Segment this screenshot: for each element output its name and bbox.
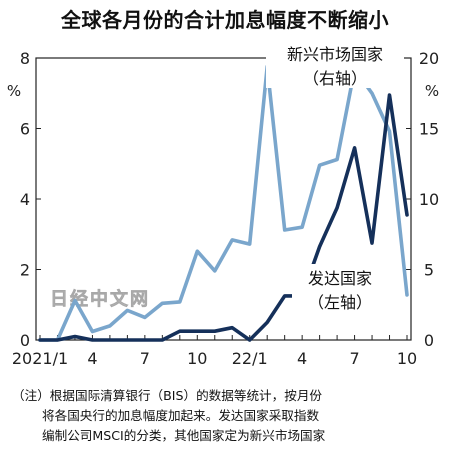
right-axis-unit: % [425, 82, 439, 100]
right-axis-tick-label: 20 [419, 49, 439, 68]
x-axis-tick-label: 2021/1 [12, 349, 68, 368]
series-label-bg-2 [292, 264, 388, 312]
x-axis-tick-label: 10 [397, 349, 417, 368]
watermark: 日经中文网 [50, 288, 150, 310]
right-axis-tick-label: 15 [419, 120, 439, 139]
note-line-3: 编制公司MSCI的分类，其他国家定为新兴市场国家 [42, 428, 326, 443]
right-axis-tick-label: 0 [424, 331, 434, 350]
right-axis-tick-label: 5 [424, 261, 434, 280]
left-axis-tick-label: 6 [20, 120, 30, 139]
series-name-2: 发达国家 [308, 269, 372, 288]
chart-title: 全球各月份的合计加息幅度不断缩小 [61, 8, 389, 32]
left-axis-tick-label: 4 [20, 190, 30, 209]
chart-note: （注）根据国际清算银行（BIS）的数据等统计，按月份 将各国央行的加息幅度加起来… [12, 386, 442, 446]
series-line-1 [38, 64, 409, 342]
x-axis-tick-label: 7 [140, 349, 150, 368]
left-axis-tick-label: 0 [20, 331, 30, 350]
series-label-bg-1 [266, 40, 404, 88]
note-line-2: 将各国央行的加息幅度加起来。发达国家采取指数 [42, 408, 320, 423]
note-line-1: 根据国际清算银行（BIS）的数据等统计，按月份 [49, 388, 323, 403]
left-axis-unit: % [7, 82, 21, 100]
left-axis-tick-label: 8 [20, 49, 30, 68]
series-line-2 [38, 93, 409, 342]
series-axis-note-2: （左轴） [308, 293, 372, 312]
note-prefix: （注） [12, 388, 50, 403]
right-axis-tick-label: 10 [419, 190, 439, 209]
left-axis-tick-label: 2 [20, 261, 30, 280]
x-axis-tick-label: 4 [87, 349, 97, 368]
series-name-1: 新兴市场国家 [287, 45, 383, 64]
x-axis-tick-label: 7 [349, 349, 359, 368]
x-axis-tick-label: 22/1 [232, 349, 268, 368]
x-axis-tick-label: 10 [187, 349, 207, 368]
series-axis-note-1: （右轴） [303, 69, 367, 88]
x-axis-tick-label: 4 [297, 349, 307, 368]
